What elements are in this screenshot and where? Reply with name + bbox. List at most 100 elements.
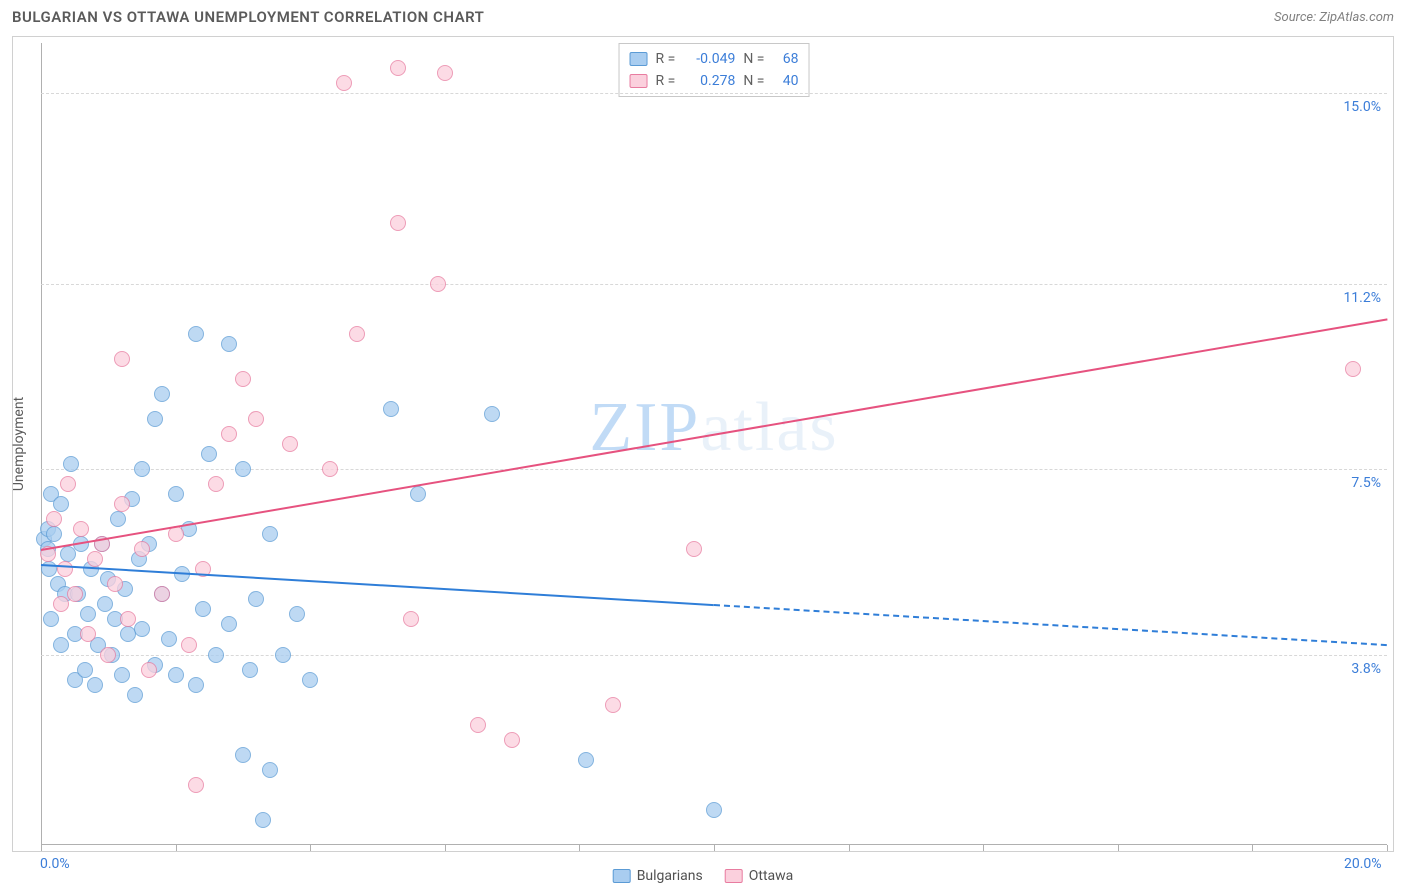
scatter-point-bulgarians xyxy=(134,621,150,637)
scatter-point-bulgarians xyxy=(60,546,76,562)
scatter-point-bulgarians xyxy=(127,687,143,703)
scatter-point-bulgarians xyxy=(235,747,251,763)
y-tick-label: 11.2% xyxy=(1343,290,1381,306)
scatter-point-bulgarians xyxy=(63,456,79,472)
legend-label-bulgarians: Bulgarians xyxy=(637,868,703,884)
scatter-point-bulgarians xyxy=(275,647,291,663)
source-label: Source: ZipAtlas.com xyxy=(1274,10,1394,25)
scatter-point-ottawa xyxy=(390,60,406,76)
scatter-point-ottawa xyxy=(403,611,419,627)
x-tick-label-end: 20.0% xyxy=(1344,856,1382,872)
x-tick xyxy=(41,845,42,851)
n-label: N = xyxy=(743,48,764,70)
scatter-point-bulgarians xyxy=(289,606,305,622)
scatter-point-ottawa xyxy=(208,476,224,492)
scatter-point-ottawa xyxy=(114,351,130,367)
swatch-ottawa-bottom-icon xyxy=(725,869,743,883)
x-tick xyxy=(983,845,984,851)
chart-container: Unemployment ZIPatlas R = -0.049 N = 68 … xyxy=(12,36,1394,852)
scatter-point-bulgarians xyxy=(161,631,177,647)
scatter-point-bulgarians xyxy=(221,616,237,632)
scatter-point-ottawa xyxy=(1345,361,1361,377)
r-value-b: 0.278 xyxy=(683,70,735,92)
x-tick xyxy=(714,845,715,851)
swatch-bulgarians-icon xyxy=(630,52,648,66)
scatter-point-bulgarians xyxy=(262,526,278,542)
scatter-point-ottawa xyxy=(134,541,150,557)
scatter-point-ottawa xyxy=(390,215,406,231)
scatter-point-ottawa xyxy=(120,611,136,627)
scatter-point-bulgarians xyxy=(255,812,271,828)
scatter-point-bulgarians xyxy=(110,511,126,527)
header: BULGARIAN VS OTTAWA UNEMPLOYMENT CORRELA… xyxy=(0,0,1406,30)
scatter-point-bulgarians xyxy=(87,677,103,693)
scatter-point-bulgarians xyxy=(248,591,264,607)
scatter-point-bulgarians xyxy=(43,611,59,627)
swatch-bulgarians-bottom-icon xyxy=(613,869,631,883)
x-tick xyxy=(445,845,446,851)
scatter-point-bulgarians xyxy=(147,411,163,427)
gridline-h xyxy=(41,655,1387,656)
n-value-a: 68 xyxy=(772,48,798,70)
legend-stats-box: R = -0.049 N = 68 R = 0.278 N = 40 xyxy=(619,43,810,97)
scatter-point-ottawa xyxy=(349,326,365,342)
y-axis-line xyxy=(41,43,42,845)
scatter-point-bulgarians xyxy=(235,461,251,477)
scatter-point-ottawa xyxy=(80,626,96,642)
scatter-point-bulgarians xyxy=(80,606,96,622)
scatter-point-ottawa xyxy=(282,436,298,452)
x-tick xyxy=(310,845,311,851)
trendline-bulgarians-dashed xyxy=(714,604,1387,646)
scatter-point-bulgarians xyxy=(97,596,113,612)
scatter-point-bulgarians xyxy=(262,762,278,778)
y-tick-label: 15.0% xyxy=(1343,99,1381,115)
scatter-point-ottawa xyxy=(100,647,116,663)
gridline-h xyxy=(41,93,1387,94)
y-tick-label: 7.5% xyxy=(1351,475,1381,491)
scatter-point-ottawa xyxy=(181,637,197,653)
scatter-point-bulgarians xyxy=(242,662,258,678)
scatter-point-bulgarians xyxy=(195,601,211,617)
scatter-point-ottawa xyxy=(221,426,237,442)
plot-area: Unemployment ZIPatlas R = -0.049 N = 68 … xyxy=(41,43,1387,845)
x-tick xyxy=(176,845,177,851)
scatter-point-ottawa xyxy=(605,697,621,713)
scatter-point-bulgarians xyxy=(302,672,318,688)
n-label-b: N = xyxy=(743,70,764,92)
scatter-point-ottawa xyxy=(504,732,520,748)
scatter-point-ottawa xyxy=(141,662,157,678)
scatter-point-ottawa xyxy=(248,411,264,427)
trendline-ottawa xyxy=(41,319,1387,552)
r-label: R = xyxy=(656,48,676,70)
scatter-point-bulgarians xyxy=(201,446,217,462)
scatter-point-bulgarians xyxy=(578,752,594,768)
legend-stats-row-a: R = -0.049 N = 68 xyxy=(630,48,799,70)
scatter-point-bulgarians xyxy=(484,406,500,422)
x-tick xyxy=(1118,845,1119,851)
scatter-point-bulgarians xyxy=(134,461,150,477)
scatter-point-ottawa xyxy=(87,551,103,567)
scatter-point-ottawa xyxy=(154,586,170,602)
scatter-point-ottawa xyxy=(188,777,204,793)
legend-item-bulgarians: Bulgarians xyxy=(613,868,703,884)
scatter-point-ottawa xyxy=(437,65,453,81)
legend-item-ottawa: Ottawa xyxy=(725,868,794,884)
bottom-legend: Bulgarians Ottawa xyxy=(613,868,794,884)
legend-label-ottawa: Ottawa xyxy=(749,868,794,884)
scatter-point-ottawa xyxy=(470,717,486,733)
x-tick xyxy=(1252,845,1253,851)
scatter-point-ottawa xyxy=(67,586,83,602)
y-axis-label: Unemployment xyxy=(11,397,27,491)
scatter-point-bulgarians xyxy=(410,486,426,502)
scatter-point-ottawa xyxy=(114,496,130,512)
x-tick-label-start: 0.0% xyxy=(40,856,70,872)
scatter-point-ottawa xyxy=(57,561,73,577)
scatter-point-bulgarians xyxy=(188,677,204,693)
scatter-point-bulgarians xyxy=(188,326,204,342)
scatter-point-ottawa xyxy=(235,371,251,387)
r-value-a: -0.049 xyxy=(683,48,735,70)
x-tick xyxy=(579,845,580,851)
scatter-point-bulgarians xyxy=(53,637,69,653)
x-tick xyxy=(1387,845,1388,851)
scatter-point-bulgarians xyxy=(221,336,237,352)
